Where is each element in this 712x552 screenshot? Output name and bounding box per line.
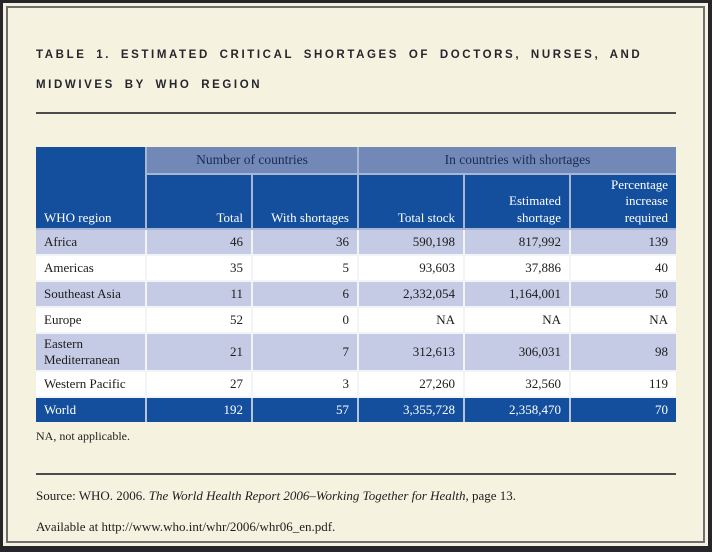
table-title: TABLE 1. ESTIMATED CRITICAL SHORTAGES OF… — [36, 40, 677, 100]
table-cell: 21 — [145, 331, 253, 373]
table-cell: 27,260 — [357, 370, 465, 399]
table-cell: 11 — [145, 279, 253, 308]
who-shortages-table: WHO region Number of countries In countr… — [36, 147, 676, 423]
column-header-row: Total With shortages Total stock Estimat… — [36, 173, 676, 230]
table-cell: 5 — [251, 253, 359, 282]
table-cell: 3 — [251, 370, 359, 399]
region-cell: Southeast Asia — [36, 279, 147, 308]
region-cell: Europe — [36, 305, 147, 334]
na-footnote: NA, not applicable. — [36, 429, 130, 444]
table-cell: 46 — [145, 227, 253, 256]
table-cell: NA — [357, 305, 465, 334]
table-cell: 590,198 — [357, 227, 465, 256]
group-header-row: WHO region Number of countries In countr… — [36, 147, 676, 230]
table-cell: 37,886 — [463, 253, 571, 282]
table-cell: 0 — [251, 305, 359, 334]
region-cell: Western Pacific — [36, 370, 147, 399]
column-header-with-shortages: With shortages — [251, 173, 359, 230]
table-cell: 139 — [569, 227, 676, 256]
region-cell: Africa — [36, 227, 147, 256]
table-cell: 192 — [145, 396, 253, 423]
source-citation: Source: WHO. 2006. The World Health Repo… — [36, 488, 677, 504]
table-cell: 57 — [251, 396, 359, 423]
table-cell: 93,603 — [357, 253, 465, 282]
group-header-in-countries-with-shortages: In countries with shortages — [357, 147, 676, 175]
region-cell: World — [36, 396, 147, 423]
table-cell: 312,613 — [357, 331, 465, 373]
title-divider — [36, 112, 676, 114]
table-cell: 40 — [569, 253, 676, 282]
table-title-line2: MIDWIVES BY WHO REGION — [36, 79, 263, 91]
row-eastern-mediterranean: Eastern Mediterranean 21 7 312,613 306,0… — [36, 331, 676, 373]
table-title-line1: TABLE 1. ESTIMATED CRITICAL SHORTAGES OF… — [36, 49, 643, 61]
table-cell: 306,031 — [463, 331, 571, 373]
row-americas: Americas 35 5 93,603 37,886 40 — [36, 253, 676, 282]
table-cell: 7 — [251, 331, 359, 373]
page-inner-border: TABLE 1. ESTIMATED CRITICAL SHORTAGES OF… — [6, 6, 705, 543]
row-world: World 192 57 3,355,728 2,358,470 70 — [36, 396, 676, 423]
availability-url-line: Available at http://www.who.int/whr/2006… — [36, 519, 336, 535]
region-cell: Eastern Mediterranean — [36, 331, 147, 373]
table-cell: 98 — [569, 331, 676, 373]
table-cell: NA — [463, 305, 571, 334]
table-cell: 35 — [145, 253, 253, 282]
table-cell: 27 — [145, 370, 253, 399]
table-cell: 50 — [569, 279, 676, 308]
row-europe: Europe 52 0 NA NA NA — [36, 305, 676, 334]
table-cell: 36 — [251, 227, 359, 256]
source-book-title: The World Health Report 2006–Working Tog… — [148, 488, 466, 504]
column-header-percentage-increase-required: Percentage increase required — [569, 173, 676, 230]
table-cell: 52 — [145, 305, 253, 334]
source-suffix: , page 13. — [465, 488, 517, 504]
table-cell: 119 — [569, 370, 676, 399]
table-cell: 2,358,470 — [463, 396, 571, 423]
table-cell: 1,164,001 — [463, 279, 571, 308]
row-western-pacific: Western Pacific 27 3 27,260 32,560 119 — [36, 370, 676, 399]
column-header-total-stock: Total stock — [357, 173, 465, 230]
column-header-estimated-shortage: Estimated shortage — [463, 173, 571, 230]
table-cell: 70 — [569, 396, 676, 423]
column-header-total: Total — [146, 173, 253, 230]
table-cell: 2,332,054 — [357, 279, 465, 308]
row-southeast-asia: Southeast Asia 11 6 2,332,054 1,164,001 … — [36, 279, 676, 308]
group-header-number-of-countries: Number of countries — [145, 147, 359, 175]
table-cell: NA — [569, 305, 676, 334]
source-prefix: Source: WHO. 2006. — [36, 488, 149, 504]
table-cell: 32,560 — [463, 370, 571, 399]
table-cell: 6 — [251, 279, 359, 308]
footer-divider — [36, 473, 676, 476]
column-header-who-region: WHO region — [36, 147, 147, 230]
region-cell: Americas — [36, 253, 147, 282]
row-africa: Africa 46 36 590,198 817,992 139 — [36, 227, 676, 256]
table-cell: 3,355,728 — [357, 396, 465, 423]
table-cell: 817,992 — [463, 227, 571, 256]
